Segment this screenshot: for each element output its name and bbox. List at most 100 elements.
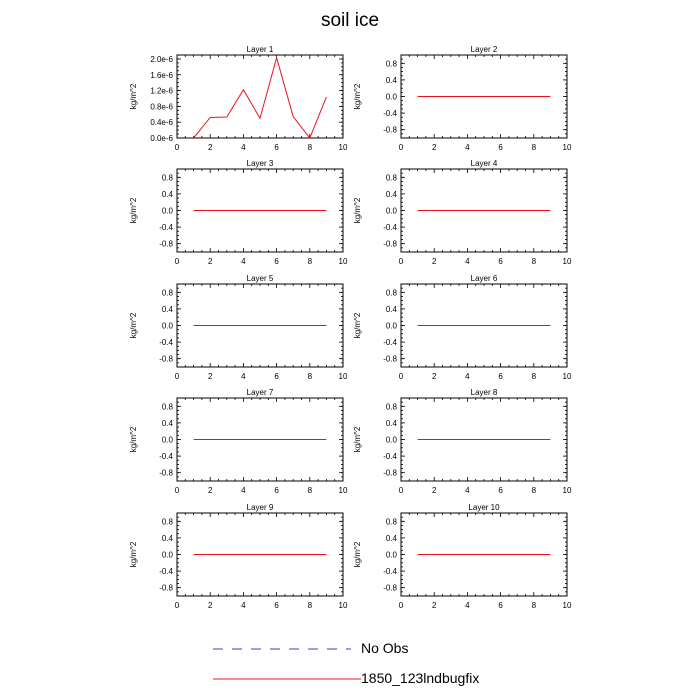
y-tick-label-10: 0.8 <box>386 517 398 526</box>
x-tick-label-7: 0 <box>175 486 180 495</box>
y-tick-label-2: 0.0 <box>386 93 398 102</box>
y-tick-label-7: -0.4 <box>159 452 173 461</box>
y-tick-label-1: 2.0e-6 <box>150 55 173 64</box>
y-tick-label-7: 0.0 <box>162 436 174 445</box>
x-tick-label-1: 0 <box>175 143 180 152</box>
y-tick-label-6: -0.8 <box>383 355 397 364</box>
y-tick-label-6: -0.4 <box>383 338 397 347</box>
x-tick-label-10: 6 <box>498 601 503 610</box>
x-tick-label-5: 4 <box>241 372 246 381</box>
y-tick-label-5: 0.4 <box>162 305 174 314</box>
panel-title-7: Layer 7 <box>247 388 274 397</box>
x-tick-label-1: 6 <box>274 143 279 152</box>
x-tick-label-6: 6 <box>498 372 503 381</box>
y-tick-label-4: -0.4 <box>383 223 397 232</box>
y-tick-label-5: -0.8 <box>159 355 173 364</box>
x-tick-label-2: 8 <box>532 143 537 152</box>
x-tick-label-6: 8 <box>532 372 537 381</box>
x-tick-label-8: 4 <box>465 486 470 495</box>
y-tick-label-5: -0.4 <box>159 338 173 347</box>
x-tick-label-8: 6 <box>498 486 503 495</box>
y-axis-label-10: kg/m^2 <box>353 541 362 567</box>
x-tick-label-10: 4 <box>465 601 470 610</box>
x-tick-label-4: 6 <box>498 257 503 266</box>
x-tick-label-3: 6 <box>274 257 279 266</box>
panel-title-5: Layer 5 <box>247 274 274 283</box>
x-tick-label-6: 2 <box>432 372 437 381</box>
y-tick-label-10: 0.0 <box>386 551 398 560</box>
y-tick-label-3: 0.8 <box>162 173 174 182</box>
x-tick-label-6: 4 <box>465 372 470 381</box>
legend-label-series: 1850_123lndbugfix <box>361 670 480 686</box>
x-tick-label-9: 0 <box>175 601 180 610</box>
y-tick-label-10: 0.4 <box>386 534 398 543</box>
y-axis-label-5: kg/m^2 <box>129 312 138 338</box>
panel-title-1: Layer 1 <box>247 45 274 54</box>
x-tick-label-9: 10 <box>339 601 348 610</box>
x-tick-label-7: 4 <box>241 486 246 495</box>
x-tick-label-1: 10 <box>339 143 348 152</box>
y-axis-label-9: kg/m^2 <box>129 541 138 567</box>
legend-swatch-series <box>213 678 361 680</box>
panel-title-3: Layer 3 <box>247 159 274 168</box>
x-tick-label-5: 10 <box>339 372 348 381</box>
y-axis-label-3: kg/m^2 <box>129 197 138 223</box>
y-tick-label-9: -0.4 <box>159 567 173 576</box>
x-tick-label-10: 10 <box>563 601 572 610</box>
x-tick-label-8: 8 <box>532 486 537 495</box>
x-tick-label-5: 2 <box>208 372 213 381</box>
x-tick-label-9: 4 <box>241 601 246 610</box>
panel-title-2: Layer 2 <box>471 45 498 54</box>
x-tick-label-7: 6 <box>274 486 279 495</box>
y-axis-label-7: kg/m^2 <box>129 426 138 452</box>
x-tick-label-9: 2 <box>208 601 213 610</box>
y-tick-label-9: 0.0 <box>162 551 174 560</box>
x-tick-label-9: 8 <box>308 601 313 610</box>
x-tick-label-7: 8 <box>308 486 313 495</box>
panel-title-10: Layer 10 <box>468 503 500 512</box>
x-tick-label-3: 2 <box>208 257 213 266</box>
y-tick-label-7: 0.4 <box>162 419 174 428</box>
y-tick-label-3: 0.0 <box>162 207 174 216</box>
y-tick-label-9: 0.8 <box>162 517 174 526</box>
x-tick-label-1: 4 <box>241 143 246 152</box>
y-tick-label-8: 0.8 <box>386 402 398 411</box>
y-tick-label-2: -0.4 <box>383 109 397 118</box>
panel-title-4: Layer 4 <box>471 159 498 168</box>
y-axis-label-1: kg/m^2 <box>129 83 138 109</box>
y-axis-label-8: kg/m^2 <box>353 426 362 452</box>
x-tick-label-1: 8 <box>308 143 313 152</box>
page-title: soil ice <box>320 10 380 31</box>
y-tick-label-3: -0.8 <box>159 240 173 249</box>
y-axis-label-2: kg/m^2 <box>353 83 362 109</box>
legend-label-no-obs: No Obs <box>361 640 409 656</box>
panel-title-8: Layer 8 <box>471 388 498 397</box>
y-tick-label-3: 0.4 <box>162 190 174 199</box>
y-axis-label-4: kg/m^2 <box>353 197 362 223</box>
x-tick-label-7: 10 <box>339 486 348 495</box>
y-tick-label-1: 1.6e-6 <box>150 71 173 80</box>
x-tick-label-3: 8 <box>308 257 313 266</box>
y-tick-label-10: -0.4 <box>383 567 397 576</box>
legend-swatch-no-obs <box>213 648 351 650</box>
x-tick-label-3: 10 <box>339 257 348 266</box>
y-tick-label-8: 0.0 <box>386 436 398 445</box>
y-tick-label-2: 0.8 <box>386 59 398 68</box>
y-tick-label-7: 0.8 <box>162 402 174 411</box>
y-tick-label-9: -0.8 <box>159 584 173 593</box>
x-tick-label-4: 4 <box>465 257 470 266</box>
y-tick-label-4: 0.8 <box>386 173 398 182</box>
y-tick-label-1: 0.0e-6 <box>150 134 173 143</box>
x-tick-label-4: 8 <box>532 257 537 266</box>
x-tick-label-6: 10 <box>563 372 572 381</box>
y-tick-label-6: 0.0 <box>386 322 398 331</box>
x-tick-label-8: 2 <box>432 486 437 495</box>
y-tick-label-5: 0.0 <box>162 322 174 331</box>
y-tick-label-8: -0.8 <box>383 469 397 478</box>
x-tick-label-3: 0 <box>175 257 180 266</box>
x-tick-label-5: 6 <box>274 372 279 381</box>
y-tick-label-6: 0.4 <box>386 305 398 314</box>
x-tick-label-10: 0 <box>399 601 404 610</box>
x-tick-label-6: 0 <box>399 372 404 381</box>
plot-frame-1 <box>176 54 344 139</box>
